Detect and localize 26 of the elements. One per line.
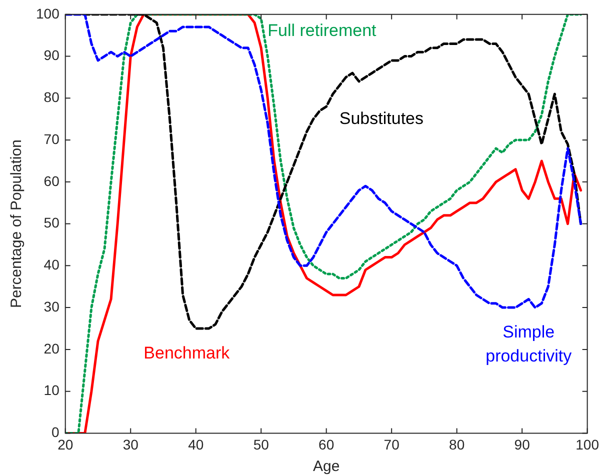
x-tick-label: 60 (318, 436, 334, 452)
x-tick-label: 90 (514, 436, 530, 452)
x-tick-label: 40 (188, 436, 204, 452)
x-axis-title: Age (312, 458, 340, 476)
y-tick-label: 10 (44, 382, 60, 398)
y-tick-label: 50 (44, 214, 60, 231)
x-tick-label: 70 (384, 436, 400, 452)
y-tick-label: 30 (44, 298, 60, 314)
y-axis-title: Percentage of Population (8, 140, 26, 308)
series-label: Simple productivity (486, 322, 572, 366)
y-tick-label: 40 (44, 256, 60, 273)
y-tick-label: 0 (52, 424, 60, 440)
y-tick-label: 70 (44, 130, 60, 147)
x-tick-label: 80 (449, 436, 465, 452)
x-tick-label: 30 (122, 436, 139, 452)
text: Benchmark (144, 343, 230, 362)
x-tick-label: 50 (253, 436, 270, 452)
series-label: Full retirement (268, 20, 377, 40)
y-tick-label: 100 (36, 5, 60, 22)
y-tick-label: 60 (44, 172, 60, 189)
y-tick-label: 20 (44, 340, 60, 356)
y-tick-label: 80 (44, 89, 60, 106)
series-label: Substitutes (339, 108, 424, 128)
x-tick-label: 100 (576, 436, 600, 452)
y-tick-label: 90 (44, 47, 60, 64)
x-tick-label: 20 (58, 436, 74, 452)
